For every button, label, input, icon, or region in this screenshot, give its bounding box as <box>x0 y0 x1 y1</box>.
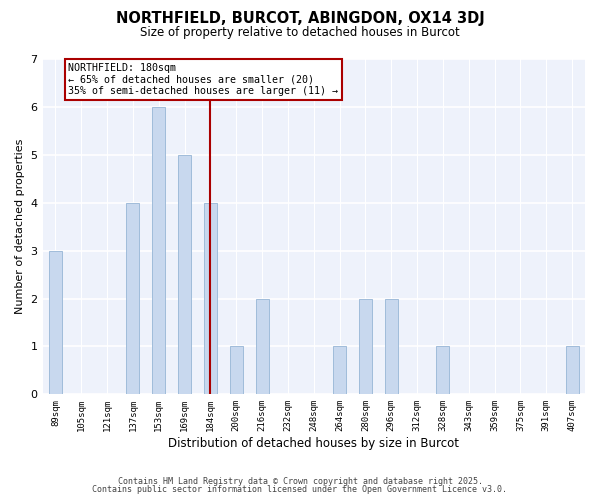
Bar <box>385 298 398 394</box>
Text: NORTHFIELD: 180sqm
← 65% of detached houses are smaller (20)
35% of semi-detache: NORTHFIELD: 180sqm ← 65% of detached hou… <box>68 63 338 96</box>
X-axis label: Distribution of detached houses by size in Burcot: Distribution of detached houses by size … <box>168 437 459 450</box>
Text: NORTHFIELD, BURCOT, ABINGDON, OX14 3DJ: NORTHFIELD, BURCOT, ABINGDON, OX14 3DJ <box>116 11 484 26</box>
Text: Contains public sector information licensed under the Open Government Licence v3: Contains public sector information licen… <box>92 485 508 494</box>
Y-axis label: Number of detached properties: Number of detached properties <box>15 139 25 314</box>
Bar <box>230 346 243 395</box>
Bar <box>566 346 578 395</box>
Bar <box>204 202 217 394</box>
Bar <box>359 298 372 394</box>
Bar <box>436 346 449 395</box>
Text: Size of property relative to detached houses in Burcot: Size of property relative to detached ho… <box>140 26 460 39</box>
Text: Contains HM Land Registry data © Crown copyright and database right 2025.: Contains HM Land Registry data © Crown c… <box>118 477 482 486</box>
Bar <box>152 107 165 395</box>
Bar <box>333 346 346 395</box>
Bar <box>256 298 269 394</box>
Bar <box>127 202 139 394</box>
Bar <box>49 250 62 394</box>
Bar <box>178 155 191 394</box>
